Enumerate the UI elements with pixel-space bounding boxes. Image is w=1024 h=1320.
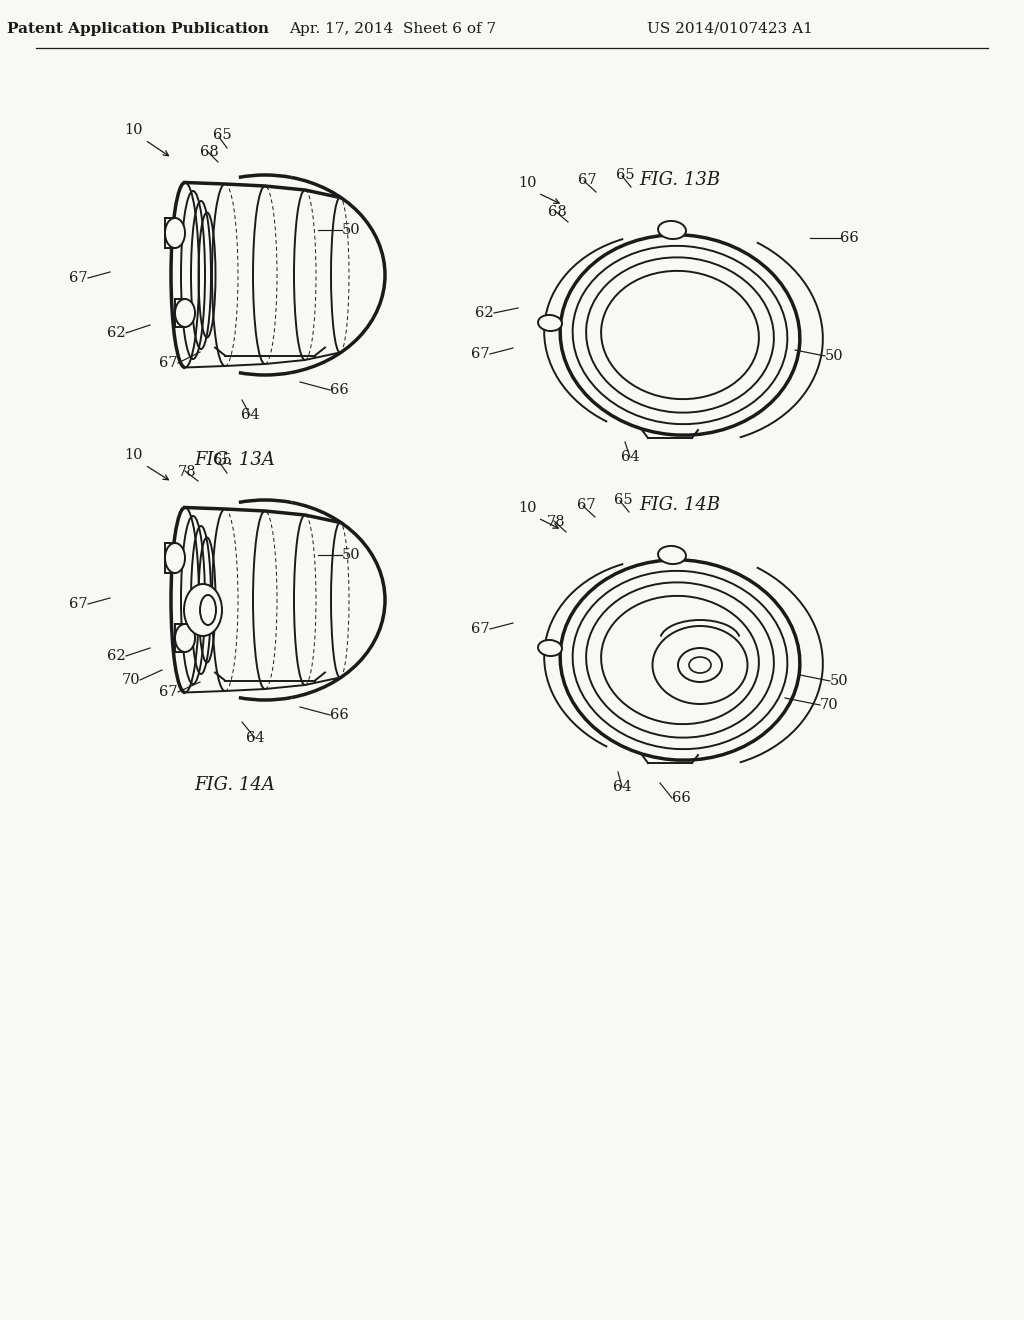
Text: 66: 66 bbox=[672, 791, 691, 805]
Text: 50: 50 bbox=[342, 223, 360, 238]
Text: 67: 67 bbox=[577, 498, 596, 512]
Text: Patent Application Publication: Patent Application Publication bbox=[7, 22, 269, 36]
Text: 64: 64 bbox=[621, 450, 639, 465]
Text: 67: 67 bbox=[70, 597, 88, 611]
Text: 50: 50 bbox=[342, 548, 360, 562]
Text: 66: 66 bbox=[840, 231, 859, 246]
Text: 68: 68 bbox=[548, 205, 566, 219]
Text: 10: 10 bbox=[125, 123, 143, 137]
Ellipse shape bbox=[658, 220, 686, 239]
Text: 10: 10 bbox=[518, 502, 537, 515]
Text: 64: 64 bbox=[246, 731, 264, 744]
Ellipse shape bbox=[165, 218, 185, 248]
Text: 10: 10 bbox=[518, 176, 537, 190]
Text: FIG. 14A: FIG. 14A bbox=[195, 776, 275, 795]
Text: 78: 78 bbox=[547, 515, 565, 529]
Ellipse shape bbox=[175, 624, 195, 652]
Text: 64: 64 bbox=[612, 780, 632, 795]
Text: 67: 67 bbox=[471, 347, 490, 360]
Ellipse shape bbox=[538, 315, 562, 331]
Text: 66: 66 bbox=[330, 383, 349, 397]
Text: 67: 67 bbox=[471, 622, 490, 636]
Text: 70: 70 bbox=[122, 673, 140, 686]
Text: 68: 68 bbox=[200, 145, 219, 158]
Ellipse shape bbox=[165, 543, 185, 573]
Text: Apr. 17, 2014  Sheet 6 of 7: Apr. 17, 2014 Sheet 6 of 7 bbox=[290, 22, 497, 36]
Text: 67: 67 bbox=[578, 173, 597, 187]
Text: 67: 67 bbox=[70, 271, 88, 285]
Text: 62: 62 bbox=[108, 326, 126, 341]
Text: 50: 50 bbox=[830, 675, 849, 688]
Text: US 2014/0107423 A1: US 2014/0107423 A1 bbox=[647, 22, 813, 36]
Text: 65: 65 bbox=[616, 168, 635, 182]
Text: FIG. 13A: FIG. 13A bbox=[195, 451, 275, 469]
Ellipse shape bbox=[200, 595, 216, 624]
Text: FIG. 13B: FIG. 13B bbox=[639, 172, 721, 189]
Text: 78: 78 bbox=[178, 465, 197, 479]
Text: 70: 70 bbox=[820, 698, 839, 711]
Text: 65: 65 bbox=[213, 453, 231, 467]
Text: 67: 67 bbox=[160, 685, 178, 700]
Text: 65: 65 bbox=[614, 492, 633, 507]
Ellipse shape bbox=[175, 300, 195, 327]
Text: 10: 10 bbox=[125, 447, 143, 462]
Text: 66: 66 bbox=[330, 708, 349, 722]
Ellipse shape bbox=[658, 546, 686, 564]
Text: 65: 65 bbox=[213, 128, 231, 143]
Ellipse shape bbox=[652, 626, 748, 704]
Ellipse shape bbox=[184, 583, 222, 636]
Text: 67: 67 bbox=[160, 356, 178, 370]
Text: 50: 50 bbox=[825, 348, 844, 363]
Ellipse shape bbox=[538, 640, 562, 656]
Text: 62: 62 bbox=[108, 649, 126, 663]
Text: 64: 64 bbox=[241, 408, 259, 422]
Text: 62: 62 bbox=[475, 306, 494, 319]
Text: FIG. 14B: FIG. 14B bbox=[639, 496, 721, 513]
